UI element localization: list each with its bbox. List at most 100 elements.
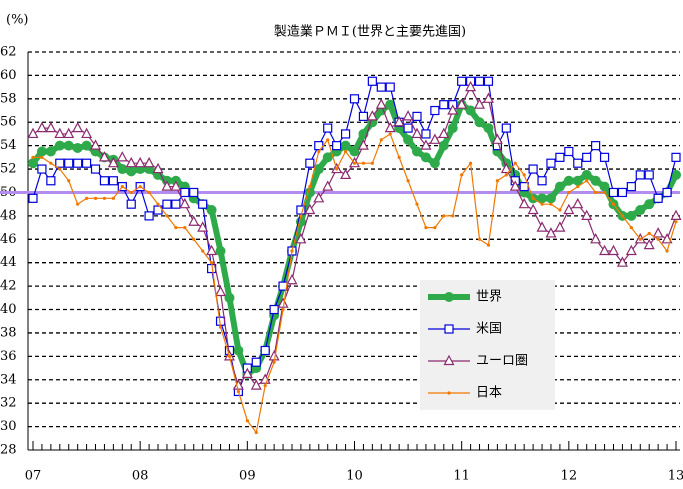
data-point — [439, 100, 449, 110]
data-point — [563, 175, 574, 186]
data-point — [629, 225, 633, 230]
data-point — [55, 158, 65, 168]
data-point — [63, 127, 75, 139]
data-point — [474, 76, 485, 86]
data-point — [412, 111, 422, 121]
data-point — [174, 225, 178, 230]
data-point — [537, 176, 547, 186]
data-point — [576, 185, 580, 189]
data-point — [179, 197, 191, 209]
data-point — [433, 225, 437, 230]
data-point — [545, 227, 557, 238]
y-tick-label: 40 — [0, 302, 17, 317]
data-point — [644, 170, 654, 180]
data-point — [617, 187, 628, 198]
data-point — [483, 76, 494, 86]
data-point — [102, 196, 107, 200]
data-point — [460, 173, 464, 177]
y-tick-label: 62 — [0, 45, 17, 60]
data-point — [671, 169, 681, 180]
data-point — [161, 180, 173, 191]
data-point — [549, 202, 553, 206]
y-axis-label: (%) — [6, 13, 29, 28]
data-point — [500, 162, 512, 174]
data-point — [518, 197, 530, 209]
data-point — [366, 110, 378, 121]
data-point — [236, 389, 241, 394]
data-point — [210, 261, 214, 265]
data-point — [607, 244, 619, 256]
data-point — [385, 82, 395, 92]
data-point — [299, 214, 303, 218]
data-point — [402, 110, 414, 121]
data-point — [546, 158, 556, 168]
data-point — [384, 121, 396, 133]
data-point — [457, 76, 467, 86]
y-tick-label: 60 — [0, 68, 17, 83]
data-point — [665, 249, 669, 253]
data-point — [183, 225, 187, 230]
data-point — [46, 176, 56, 186]
data-point — [263, 384, 267, 388]
data-point — [602, 190, 607, 195]
data-point — [375, 98, 387, 109]
data-point — [245, 419, 249, 423]
data-point — [138, 185, 142, 189]
data-point — [626, 210, 637, 221]
data-point — [563, 203, 575, 215]
data-point — [599, 152, 610, 162]
data-point — [81, 158, 92, 168]
data-point — [147, 190, 151, 195]
data-point — [581, 209, 593, 220]
data-point — [304, 187, 315, 198]
data-point — [304, 203, 316, 215]
data-point — [388, 132, 392, 136]
data-point — [322, 152, 333, 163]
data-point — [527, 203, 539, 215]
data-point — [286, 273, 298, 285]
data-point — [545, 193, 556, 204]
data-point — [322, 180, 334, 191]
data-point — [28, 193, 38, 203]
legend-marker — [443, 354, 455, 366]
data-point — [370, 161, 374, 165]
data-point — [76, 202, 80, 206]
data-point — [332, 141, 342, 151]
data-point — [393, 115, 405, 127]
data-point — [129, 190, 133, 195]
data-point — [152, 162, 164, 174]
data-point — [107, 156, 119, 168]
x-tick-label: 08 — [132, 469, 149, 484]
data-point — [98, 151, 110, 162]
data-point — [352, 161, 357, 165]
data-point — [317, 149, 321, 154]
y-tick-label: 46 — [0, 232, 17, 247]
data-point — [572, 175, 583, 186]
data-point — [644, 199, 655, 210]
data-point — [227, 354, 232, 358]
data-point — [486, 243, 491, 247]
data-point — [45, 146, 56, 157]
data-point — [313, 164, 324, 175]
x-tick-label: 13 — [668, 469, 683, 484]
data-point — [99, 176, 110, 186]
data-point — [611, 202, 616, 206]
data-point — [674, 220, 678, 224]
data-point — [652, 227, 664, 238]
data-point — [36, 146, 47, 157]
data-point — [224, 292, 235, 303]
data-point — [323, 123, 333, 133]
data-point — [180, 187, 190, 198]
data-point — [397, 155, 401, 159]
y-tick-label: 32 — [0, 396, 17, 411]
data-point — [206, 244, 218, 256]
y-tick-label: 28 — [0, 443, 17, 458]
data-point — [501, 123, 511, 133]
data-point — [638, 237, 642, 241]
data-point — [349, 146, 360, 157]
data-point — [653, 193, 663, 203]
data-point — [468, 161, 473, 165]
data-point — [215, 285, 227, 297]
data-point — [120, 185, 124, 189]
